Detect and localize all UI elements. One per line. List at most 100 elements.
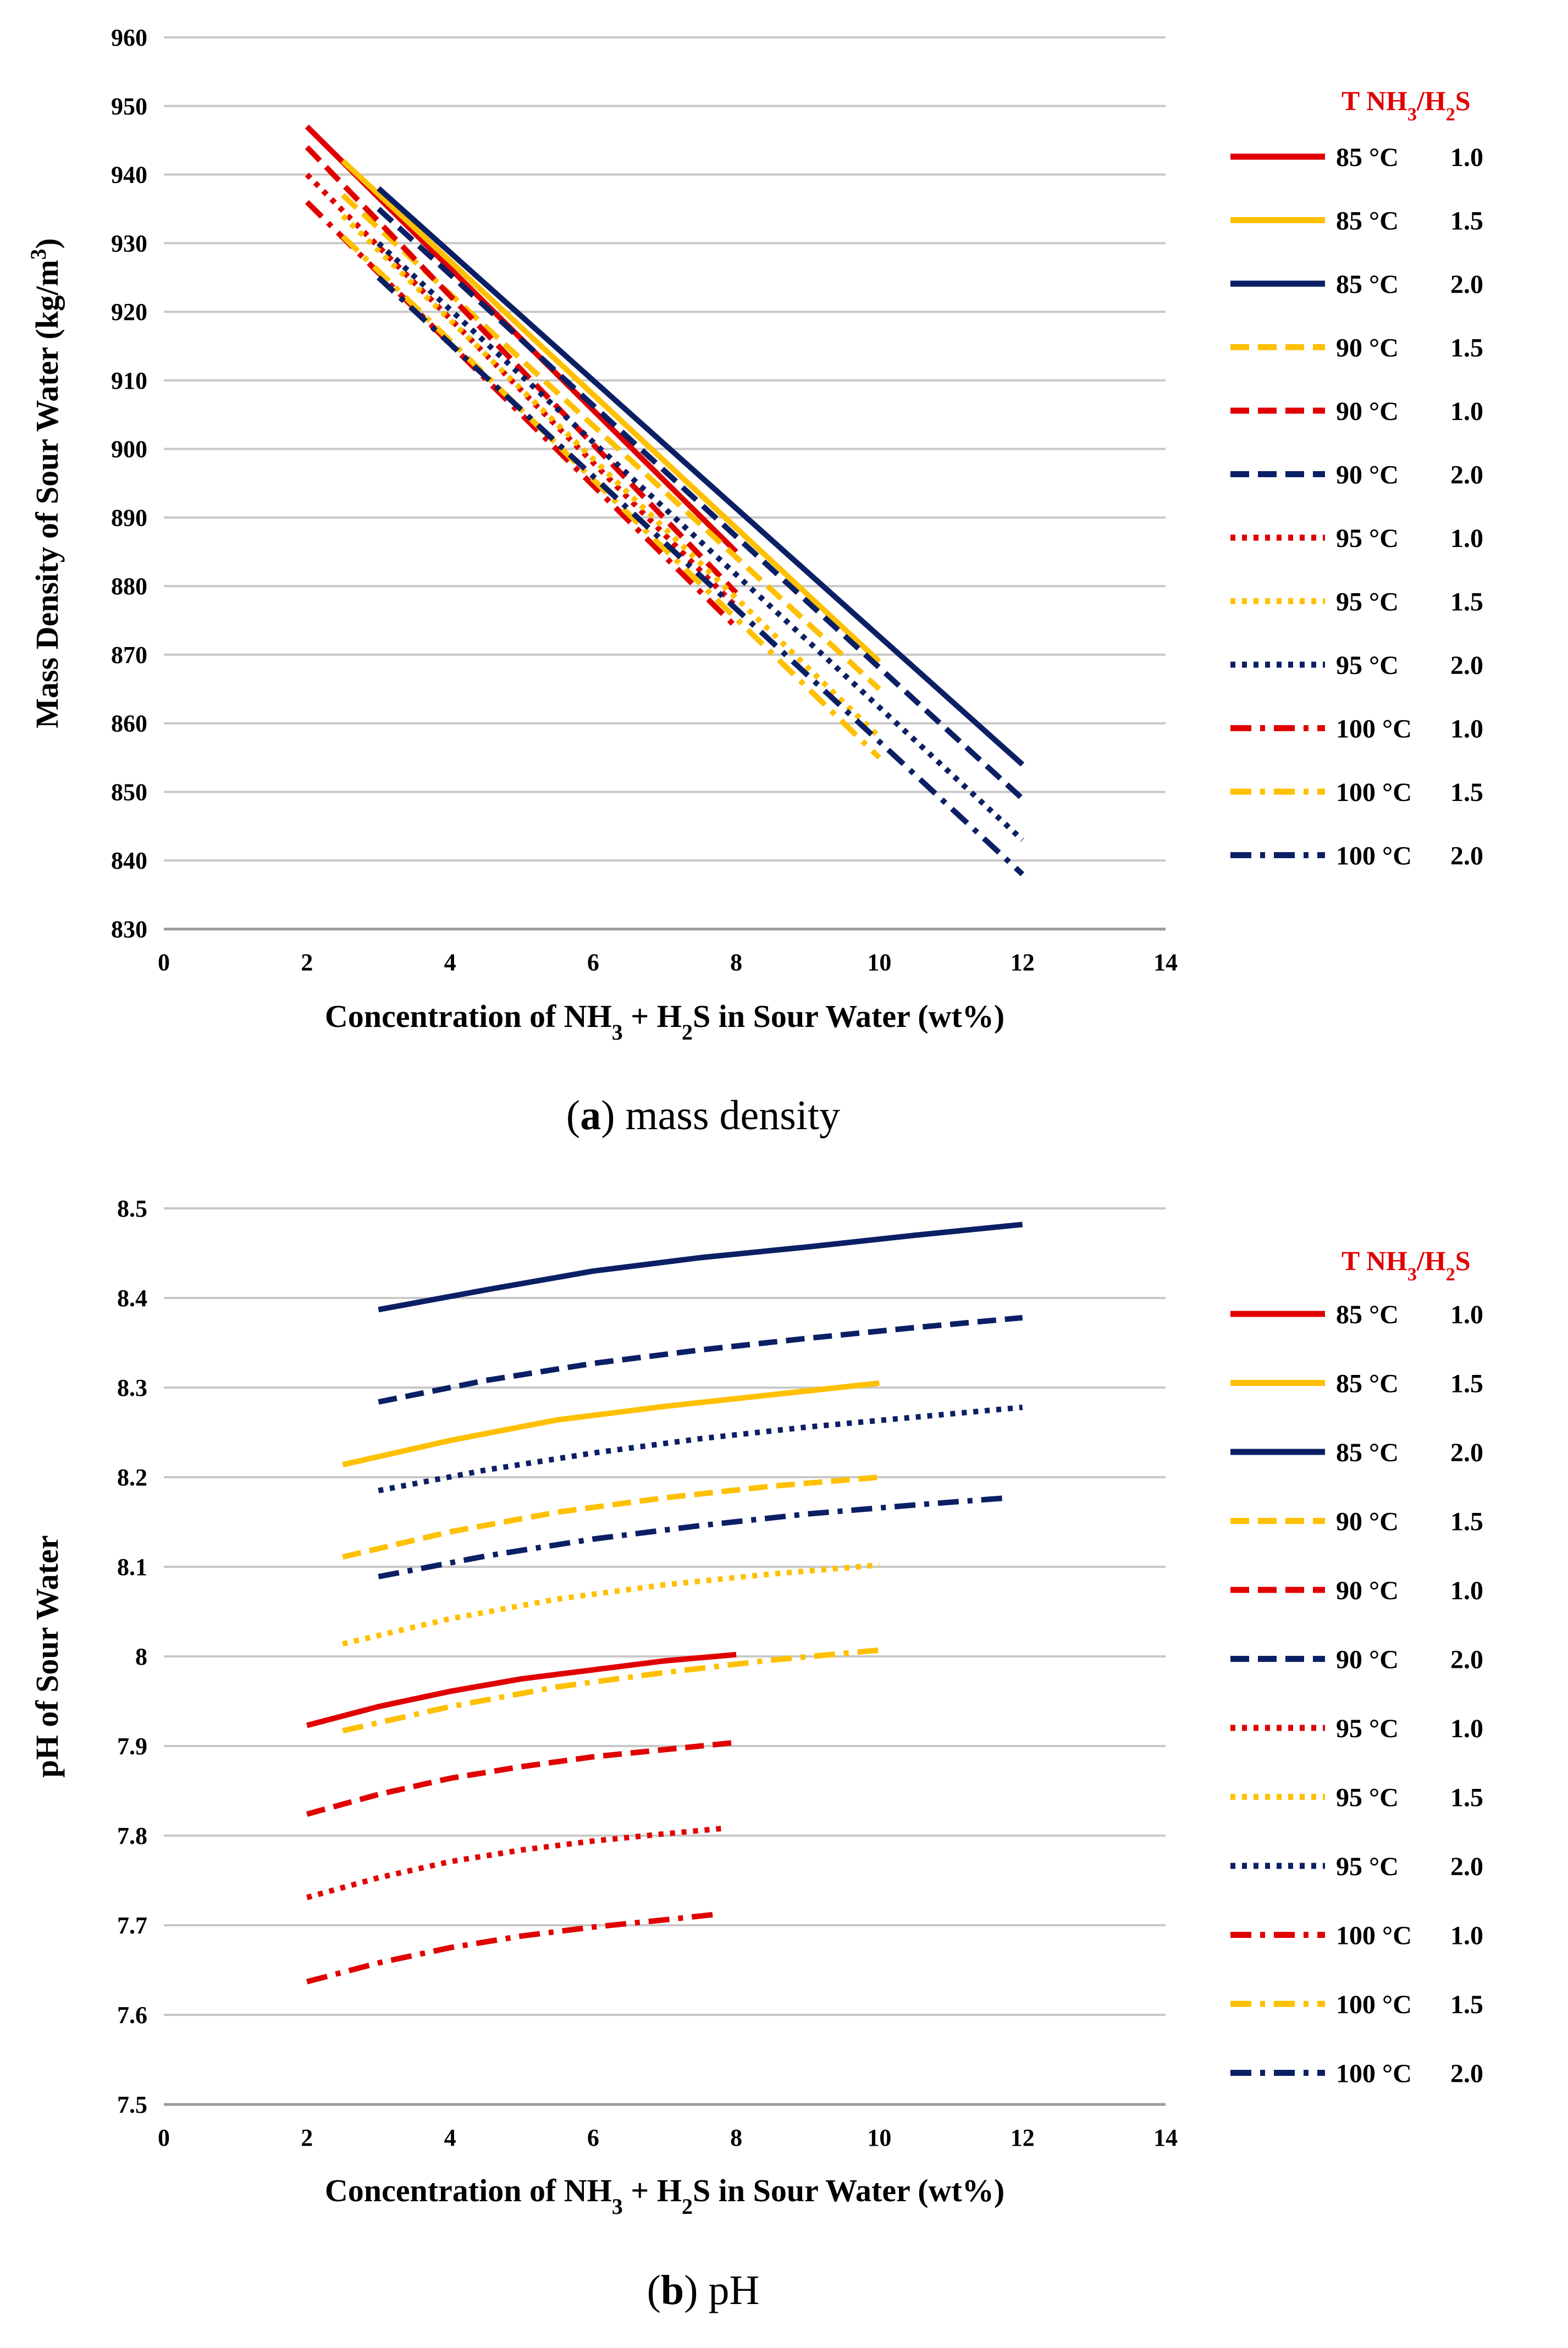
series-line-95-1.0 [306,1826,722,1901]
legend-item-95-1.5: 95 °C 1.5 [1230,588,1483,617]
y-tick-label: 8.2 [117,1464,147,1491]
legend-temp: 100 °C [1336,842,1412,871]
chart-panel-b: 7.5 7.6 7.7 7.8 7.9 8 8.1 8.2 8.3 8.4 8.5 0 2 4 6 8 10 12… [29,1195,1483,2313]
series-line-100-2.0 [378,1495,1009,1579]
legend-item-90-2.0: 90 °C 2.0 [1230,1645,1483,1675]
y-tick-label: 870 [111,642,147,669]
y-tick-label: 7.7 [117,1912,147,1939]
legend-temp: 90 °C [1336,397,1399,426]
series-line-95-1.5 [342,1562,880,1647]
legend-item-100-1.0: 100 °C 1.0 [1230,1921,1483,1951]
legend-temp: 100 °C [1336,1921,1412,1951]
caption-b: (b) pH [647,2267,760,2313]
series-line-90-2.0 [377,207,1025,801]
legend-item-85-2.0: 85 °C 2.0 [1230,270,1483,299]
legend-item-100-2.0: 100 °C 2.0 [1230,2059,1483,2089]
legend-item-85-1.0: 85 °C 1.0 [1230,143,1483,172]
legend-ratio: 1.0 [1450,715,1483,744]
x-axis-label: Concentration of NH3 + H2S in Sour Water… [325,998,1004,1045]
x-tick-label: 10 [867,949,891,976]
legend-temp: 90 °C [1336,1507,1399,1537]
legend-ratio: 1.0 [1450,1300,1483,1329]
legend-item-85-1.0: 85 °C 1.0 [1230,1300,1483,1329]
caption-a: (a) mass density [566,1092,840,1139]
legend-item-90-1.0: 90 °C 1.0 [1230,1576,1483,1605]
y-tick-label: 7.8 [117,1822,147,1849]
legend-ratio: 1.5 [1450,1369,1483,1399]
x-tick-label: 10 [867,2124,891,2151]
legend-ratio: 1.5 [1450,207,1483,236]
series-line-85-2.0 [378,1222,1023,1313]
legend-ratio: 2.0 [1450,1645,1483,1675]
series-line-95-2.0 [377,241,1025,842]
series-line-85-1.0 [306,1651,737,1728]
legend-header: T NH3/H2S [1341,1245,1471,1285]
legend-item-90-1.5: 90 °C 1.5 [1230,334,1483,363]
legend-temp: 85 °C [1336,270,1399,299]
series-line-100-1.0 [306,1911,715,1985]
legend-item-95-1.5: 95 °C 1.5 [1230,1783,1483,1813]
y-axis-label: pH of Sour Water [29,1535,65,1778]
x-tick-label: 0 [158,2124,170,2151]
x-tick-label: 14 [1153,2124,1178,2151]
x-tick-label: 12 [1011,2124,1035,2151]
y-tick-label: 920 [111,299,147,325]
chart-panel-a: 8308408508608708808909009109209309409509… [26,24,1484,1139]
legend-ratio: 1.5 [1450,1990,1483,2019]
legend-ratio: 1.5 [1450,1783,1483,1813]
y-tick-label: 900 [111,436,147,463]
legend-temp: 90 °C [1336,1645,1399,1675]
series-line-100-1.5 [340,234,881,760]
x-tick-label: 6 [587,949,599,976]
y-axis-label: Mass Density of Sour Water (kg/m3) [26,238,65,728]
y-tick-label: 890 [111,504,147,531]
legend-temp: 95 °C [1336,1714,1399,1743]
x-tick-label: 8 [730,949,742,976]
y-tick-label: 7.6 [117,2002,147,2029]
legend-temp: 85 °C [1336,1438,1399,1467]
series-line-90-1.0 [305,145,738,595]
legend-temp: 85 °C [1336,1300,1399,1329]
legend-ratio: 1.0 [1450,397,1483,426]
series-line-100-1.0 [305,200,738,629]
legend-header: T NH3/H2S [1341,85,1471,125]
legend-item-85-1.5: 85 °C 1.5 [1230,207,1483,236]
legend-temp: 85 °C [1336,143,1399,172]
legend-item-100-1.5: 100 °C 1.5 [1230,778,1483,807]
legend-temp: 100 °C [1336,778,1412,807]
legend-temp: 100 °C [1336,2059,1412,2089]
series-line-85-1.5 [340,158,881,664]
legend-temp: 90 °C [1336,1576,1399,1605]
series-line-90-2.0 [378,1314,1023,1405]
series-line-95-2.0 [378,1404,1023,1494]
y-tick-label: 840 [111,847,147,874]
legend-item-90-1.5: 90 °C 1.5 [1230,1507,1483,1537]
legend-item-90-2.0: 90 °C 2.0 [1230,461,1483,490]
x-tick-label: 2 [301,2124,313,2151]
x-tick-label: 4 [444,949,456,976]
legend-item-95-1.0: 95 °C 1.0 [1230,524,1483,553]
series-line-90-1.0 [306,1739,737,1817]
legend-ratio: 1.0 [1450,1714,1483,1743]
legend-ratio: 2.0 [1450,842,1483,871]
legend-ratio: 2.0 [1450,1852,1483,1881]
series-line-85-1.5 [342,1380,880,1468]
y-tick-label: 960 [111,24,147,51]
series-line-100-2.0 [377,275,1025,876]
x-tick-label: 14 [1153,949,1178,976]
x-tick-label: 12 [1011,949,1035,976]
y-tick-label: 8.5 [117,1195,147,1222]
legend-ratio: 1.5 [1450,1507,1483,1537]
legend-temp: 95 °C [1336,588,1399,617]
series-line-85-2.0 [377,186,1025,767]
legend-ratio: 2.0 [1450,461,1483,490]
legend-ratio: 1.5 [1450,334,1483,363]
legend-temp: 90 °C [1336,461,1399,490]
legend-item-85-1.5: 85 °C 1.5 [1230,1369,1483,1399]
y-tick-label: 8.3 [117,1374,147,1401]
legend-item-90-1.0: 90 °C 1.0 [1230,397,1483,426]
legend-ratio: 2.0 [1450,1438,1483,1467]
y-tick-label: 880 [111,573,147,600]
legend-ratio: 2.0 [1450,2059,1483,2089]
